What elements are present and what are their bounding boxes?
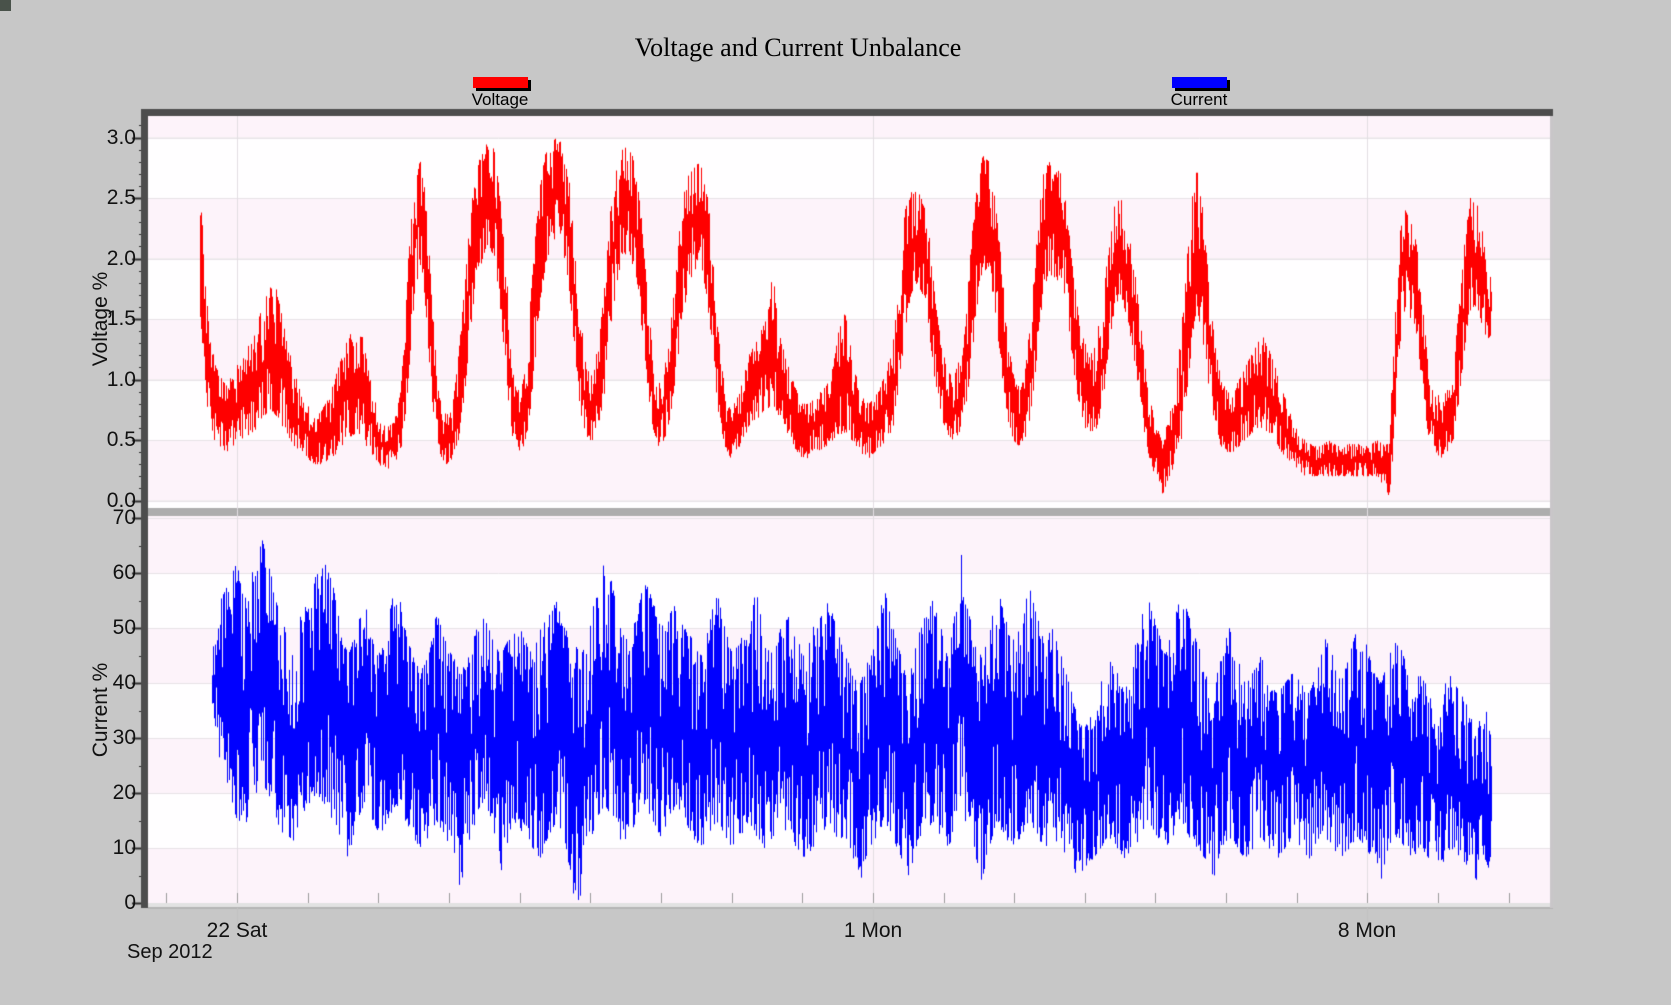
voltage-ytick-label: 0.5	[106, 428, 136, 451]
voltage-ytick-label: 2.5	[106, 186, 136, 209]
current-ytick-label: 50	[112, 616, 136, 639]
chart-title: Voltage and Current Unbalance	[634, 33, 962, 62]
current-legend-swatch	[1172, 77, 1227, 88]
voltage-ytick-label: 2.0	[106, 247, 136, 270]
x-tick-label: 22 Sat	[206, 919, 268, 942]
current-legend-label: Current	[1170, 90, 1228, 109]
voltage-ytick-label: 0.0	[106, 489, 136, 512]
current-ytick-label: 70	[112, 506, 136, 529]
current-ytick-label: 40	[112, 671, 136, 694]
voltage-legend-label: Voltage	[471, 90, 529, 109]
current-ytick-label: 10	[112, 836, 136, 859]
voltage-ytick-label: 1.5	[106, 307, 136, 330]
voltage-ytick-label: 1.0	[106, 368, 136, 391]
x-tick-label: 1 Mon	[843, 919, 903, 942]
current-ytick-label: 30	[112, 726, 136, 749]
month-label: Sep 2012	[127, 941, 213, 963]
current-ytick-label: 60	[112, 561, 136, 584]
current-ytick-label: 20	[112, 781, 136, 804]
x-tick-label: 8 Mon	[1337, 919, 1397, 942]
screen-corner-artifact	[0, 0, 11, 11]
voltage-legend-swatch	[473, 77, 528, 88]
voltage-ytick-label: 3.0	[106, 126, 136, 149]
current-ytick-label: 0	[124, 891, 136, 914]
